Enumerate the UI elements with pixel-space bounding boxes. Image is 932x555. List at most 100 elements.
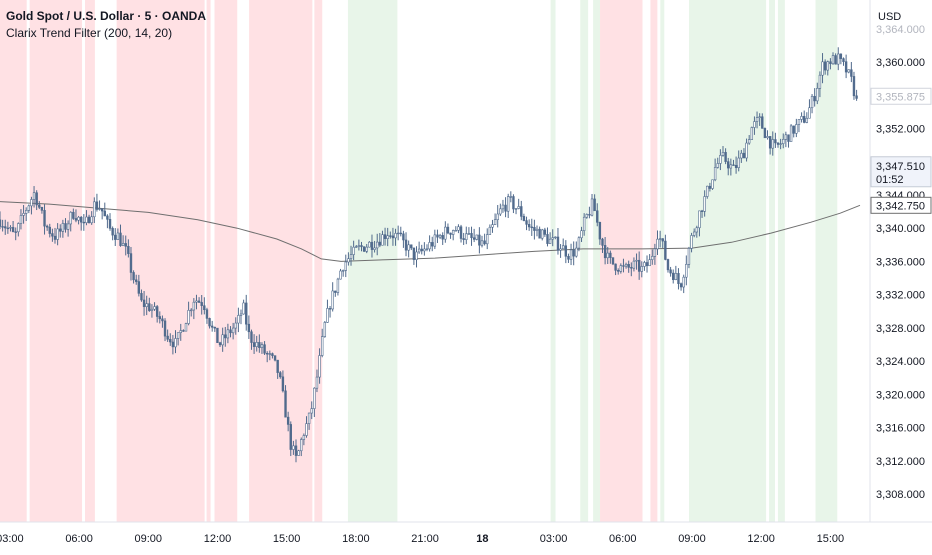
candle (719, 149, 722, 171)
candle (302, 433, 306, 446)
candle (106, 214, 109, 229)
candle (93, 197, 96, 224)
candle (365, 243, 368, 254)
candle (808, 99, 811, 119)
candle (554, 236, 557, 240)
candle (252, 334, 256, 354)
candle (127, 239, 130, 258)
candle (727, 157, 730, 176)
candle (580, 226, 583, 242)
candle (148, 297, 151, 312)
candle (470, 226, 473, 246)
indicator-label[interactable]: Clarix Trend Filter (200, 14, 20) (6, 26, 173, 40)
candle (247, 315, 251, 339)
candle (373, 240, 376, 253)
trend-zone-bear-2 (85, 0, 95, 522)
candle (661, 238, 664, 248)
candle (593, 194, 596, 212)
candle (666, 258, 670, 273)
candle (729, 158, 733, 176)
candle (855, 89, 858, 101)
candle (630, 262, 633, 277)
candle (740, 149, 743, 163)
candle (506, 193, 510, 219)
candle (391, 227, 395, 246)
x-tick-label: 15:00 (273, 533, 301, 545)
candle (776, 142, 780, 148)
candle (454, 226, 457, 232)
candle (818, 71, 822, 98)
moving-average-line (0, 201, 861, 262)
candle (745, 138, 748, 162)
candle (87, 214, 91, 224)
candle (14, 227, 17, 241)
candle (245, 294, 248, 331)
candle (284, 385, 287, 418)
candle (575, 241, 578, 258)
candle (734, 156, 738, 174)
candle (111, 226, 114, 241)
candle (362, 246, 366, 253)
candle (341, 269, 345, 277)
candle (802, 110, 806, 124)
candles-layer (0, 47, 858, 463)
candle (313, 387, 316, 418)
candle (210, 320, 214, 332)
candle (491, 219, 494, 233)
y-tick-label: 3,336.000 (876, 256, 925, 268)
candle (176, 332, 180, 346)
candle (4, 219, 7, 235)
candle (499, 203, 502, 216)
candle (535, 225, 539, 237)
candle (360, 241, 363, 252)
trend-zone-bull-16 (769, 0, 775, 522)
candle (150, 304, 154, 318)
candle (184, 322, 188, 332)
symbol-title[interactable]: Gold Spot / U.S. Dollar · 5 · OANDA (6, 9, 207, 23)
candle (753, 116, 756, 135)
candle (789, 124, 793, 142)
candle (315, 369, 319, 393)
candle (344, 254, 347, 278)
candle (761, 113, 764, 129)
candle (601, 237, 604, 253)
candle (436, 229, 439, 243)
candle (417, 241, 421, 254)
candle (213, 326, 217, 332)
candle (357, 239, 361, 251)
candle (161, 315, 164, 328)
candle (239, 309, 243, 325)
candle (182, 329, 185, 332)
candle (706, 185, 709, 199)
candle (263, 341, 266, 355)
candle (339, 268, 342, 280)
candle (596, 203, 599, 227)
candle (658, 230, 662, 248)
candle (386, 227, 389, 247)
candle (572, 241, 575, 266)
candle (816, 82, 819, 105)
y-tick-label: 3,360.000 (876, 57, 925, 69)
candle (142, 290, 146, 316)
candle (410, 244, 413, 251)
candle (326, 299, 329, 323)
candle (24, 207, 28, 222)
y-tick-label: 3,320.000 (876, 389, 925, 401)
candle (782, 133, 785, 149)
candle (45, 224, 49, 231)
candle (687, 246, 691, 269)
candle (61, 219, 65, 238)
candle (121, 235, 125, 246)
candle (273, 355, 277, 362)
trend-zone-bear-5 (214, 0, 238, 522)
candle (412, 247, 416, 265)
candle (163, 318, 167, 342)
candle (250, 329, 253, 350)
candle (17, 222, 20, 237)
candle (216, 327, 219, 343)
candle (221, 327, 224, 352)
candle (451, 229, 455, 241)
